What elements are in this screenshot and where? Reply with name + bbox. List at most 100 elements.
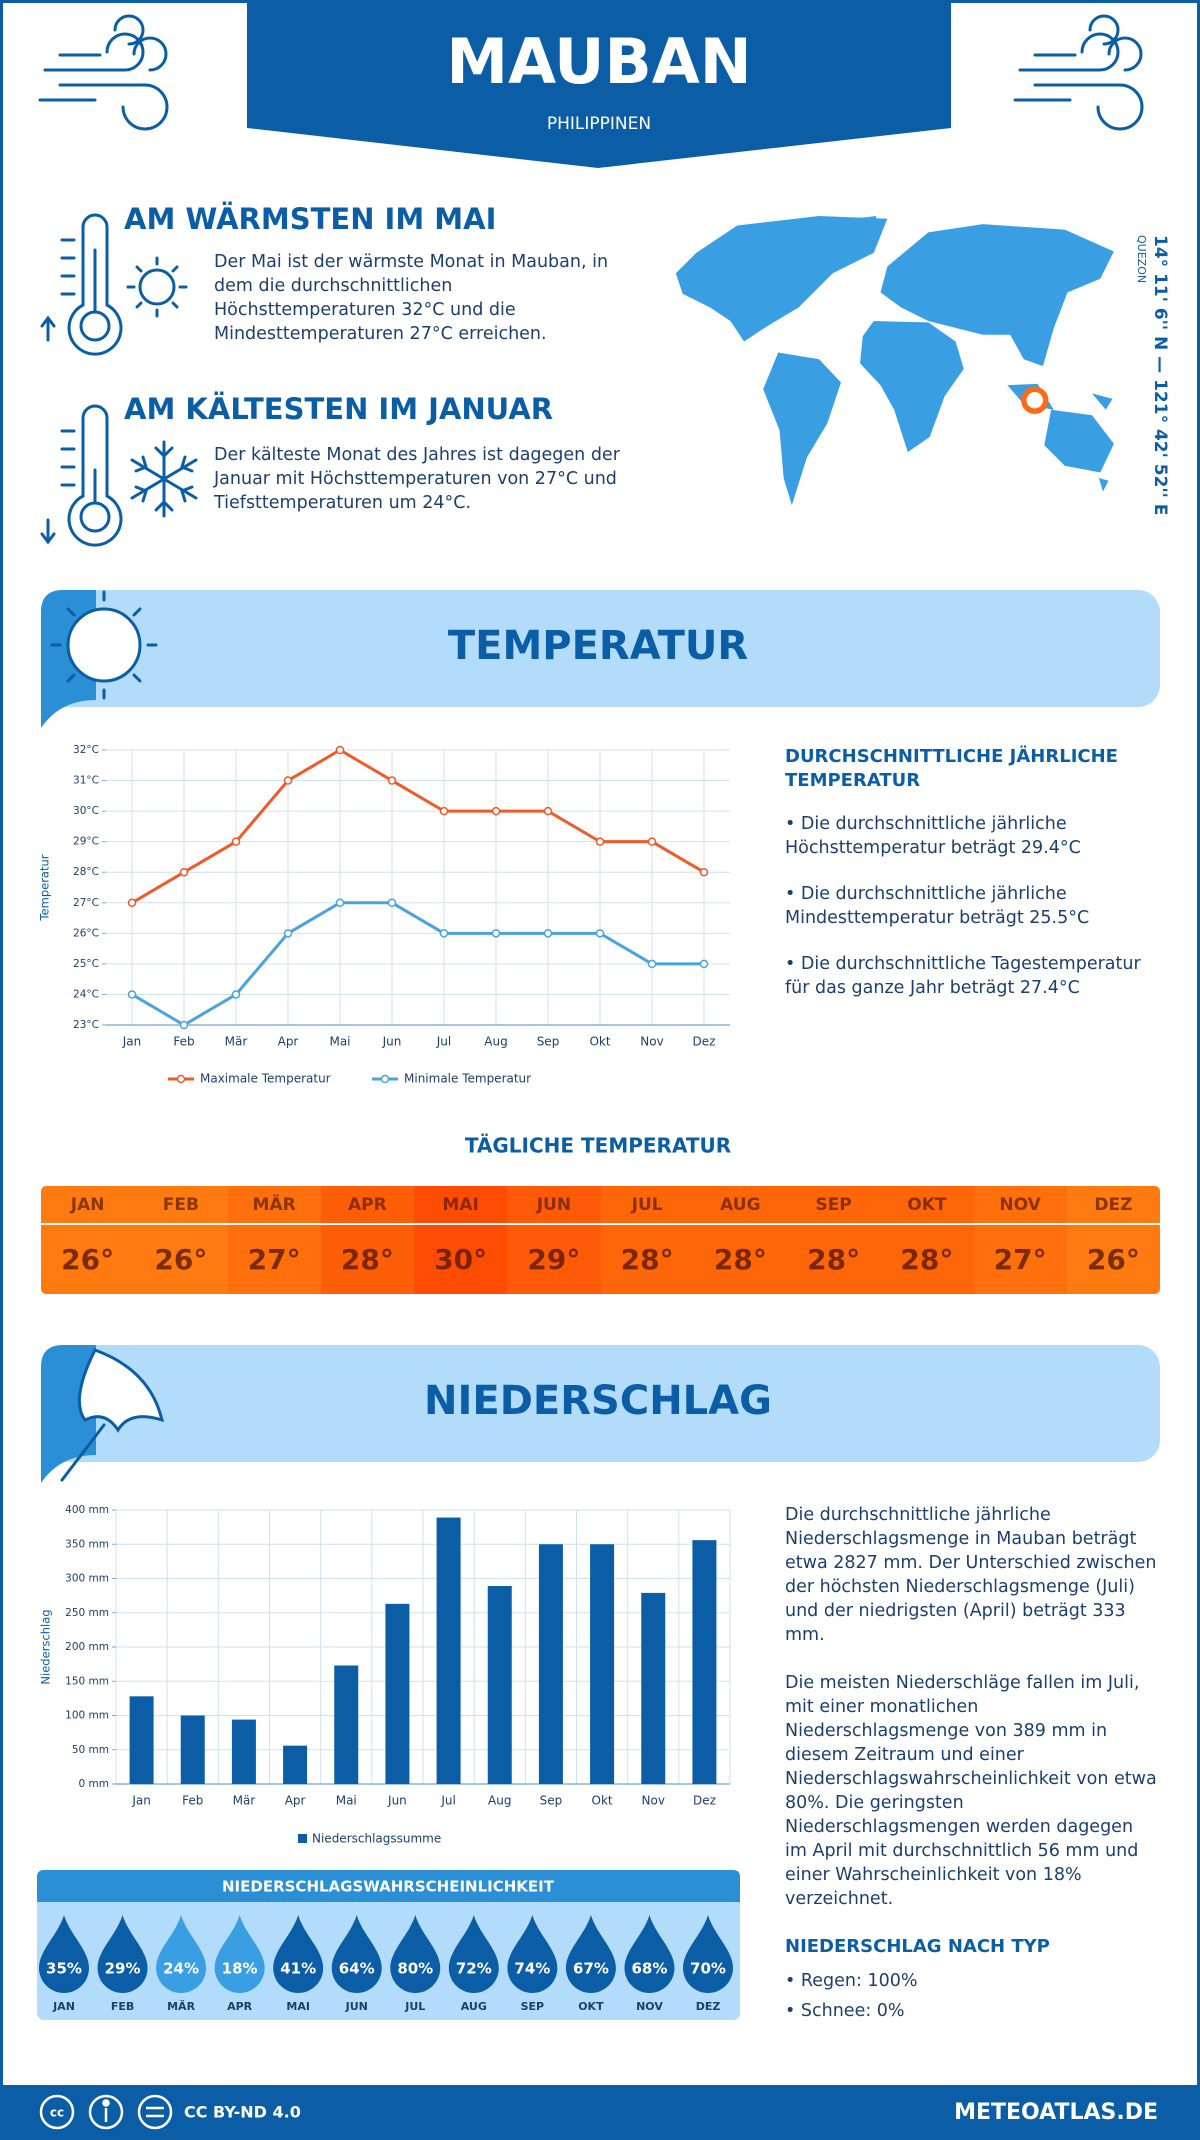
probability-month: APR — [227, 2000, 253, 2013]
bar — [538, 1544, 563, 1784]
legend-swatch — [298, 1834, 307, 1843]
summary-title: DURCHSCHNITTLICHE JÄHRLICHE TEMPERATUR — [785, 746, 1118, 791]
chart: 23°C 24°C 25°C 26°C 27°C 28°C 29°C 30°C 31°C 32°C… — [38, 744, 730, 1086]
daily-month: JUL — [600, 1186, 694, 1223]
point — [127, 990, 137, 999]
x-tick-label: Sep — [540, 1794, 563, 1808]
probability-month: SEP — [521, 2000, 545, 2013]
city-title: MAUBAN — [446, 25, 751, 98]
section-title: TEMPERATUR — [448, 623, 748, 669]
y-tick-label: 28°C — [73, 866, 99, 878]
precipitation-paragraph: Die durchschnittliche jährliche Niedersc… — [785, 1505, 1157, 1645]
x-tick-label: Nov — [640, 1035, 663, 1049]
y-axis-label: Niederschlag — [39, 1609, 53, 1684]
daily-month: JUN — [507, 1186, 601, 1223]
line-series — [131, 748, 705, 905]
probability-value: 29% — [105, 1960, 141, 1978]
section-title: NIEDERSCHLAG — [424, 1378, 772, 1424]
wind-icon-right — [1013, 14, 1144, 131]
point — [439, 929, 449, 938]
point — [127, 898, 137, 908]
chart: 0 mm 50 mm 100 mm 150 mm 200 mm 250 mm 300 mm 3… — [39, 1504, 731, 1846]
daily-value: 28° — [880, 1225, 974, 1294]
y-tick-label: 26°C — [73, 927, 99, 939]
y-tick-label: 350 mm — [65, 1538, 109, 1550]
region: QUEZON — [1135, 235, 1148, 283]
probability-header — [37, 1870, 740, 1902]
y-tick-label: 50 mm — [72, 1744, 109, 1756]
y-tick-label: 27°C — [73, 897, 99, 909]
x-tick-label: Sep — [537, 1035, 560, 1049]
daily-value: 27° — [227, 1225, 321, 1294]
banner-umbrella-icon — [60, 1348, 165, 1482]
probability-month: OKT — [578, 2000, 604, 2013]
daily-value: 26° — [41, 1225, 135, 1294]
point — [543, 806, 553, 816]
probability-value: 18% — [222, 1960, 258, 1978]
probability-month: MÄR — [167, 1999, 195, 2013]
daily-divider — [41, 1223, 1160, 1225]
point — [231, 990, 241, 999]
probability-value: 80% — [397, 1960, 433, 1978]
sun-icon — [126, 256, 188, 318]
daily-month: APR — [320, 1186, 414, 1223]
bar — [487, 1586, 512, 1784]
probability-drop — [39, 1915, 89, 1993]
bar — [283, 1745, 308, 1784]
x-tick-label: Mai — [336, 1794, 357, 1808]
bar — [692, 1540, 717, 1784]
x-tick-label: Aug — [488, 1794, 511, 1808]
daily-value: 27° — [973, 1225, 1067, 1294]
probability-value: 72% — [456, 1960, 492, 1978]
x-tick-label: Okt — [589, 1035, 610, 1049]
probability-month: JAN — [52, 2000, 75, 2013]
x-tick-label: Mär — [233, 1794, 256, 1808]
y-tick-label: 24°C — [73, 988, 99, 1000]
type-item: • Schnee: 0% — [785, 2001, 905, 2021]
summary-bullet: • Die durchschnittliche Tagestemperatur … — [785, 954, 1141, 998]
probability-drop — [214, 1915, 265, 1993]
y-tick-label: 150 mm — [65, 1675, 109, 1687]
point — [595, 837, 605, 846]
legend-label: Niederschlagssumme — [312, 1832, 441, 1846]
x-tick-label: Feb — [182, 1794, 203, 1808]
probability-drop — [97, 1915, 148, 1993]
temperature-banner — [41, 590, 1160, 707]
probability-month: MAI — [286, 2000, 310, 2013]
daily-month: NOV — [973, 1186, 1067, 1223]
daily-value: 28° — [600, 1225, 694, 1294]
point — [283, 776, 293, 785]
probability-value: 35% — [46, 1960, 82, 1978]
point — [647, 837, 657, 846]
probability-drop — [624, 1915, 675, 1993]
probability-title: NIEDERSCHLAGSWAHRSCHEINLICHKEIT — [222, 1878, 555, 1896]
y-tick-label: 25°C — [73, 958, 99, 970]
probability-drop — [331, 1915, 382, 1993]
probability-month: NOV — [636, 2000, 663, 2013]
bar — [641, 1592, 666, 1784]
license: CC BY-ND 4.0 — [184, 2103, 301, 2122]
footer-bar — [0, 2085, 1200, 2140]
probability-drop — [273, 1915, 324, 1993]
summary-bullet: • Die durchschnittliche jährliche Höchst… — [785, 814, 1081, 858]
point — [595, 929, 605, 938]
coldest-text: Der kälteste Monat des Jahres ist dagege… — [214, 445, 620, 513]
daily-value: 28° — [320, 1225, 414, 1294]
y-tick-label: 400 mm — [65, 1504, 109, 1516]
daily-month: MAI — [414, 1186, 508, 1223]
probability-value: 41% — [280, 1960, 316, 1978]
probability-value: 74% — [514, 1960, 550, 1978]
country: PHILIPPINEN — [547, 114, 651, 134]
daily-value: 30° — [414, 1225, 508, 1294]
snowflake-icon — [130, 440, 198, 518]
y-tick-label: 200 mm — [65, 1641, 109, 1653]
x-tick-label: Mai — [329, 1035, 350, 1049]
x-tick-label: Jul — [436, 1035, 451, 1049]
x-tick-label: Jul — [440, 1794, 455, 1808]
type-item: • Regen: 100% — [785, 1971, 918, 1991]
warmest-text: Der Mai ist der wärmste Monat in Mauban,… — [214, 252, 609, 344]
probability-drop — [156, 1915, 207, 1993]
probability-drop — [507, 1915, 558, 1993]
point — [387, 776, 397, 785]
